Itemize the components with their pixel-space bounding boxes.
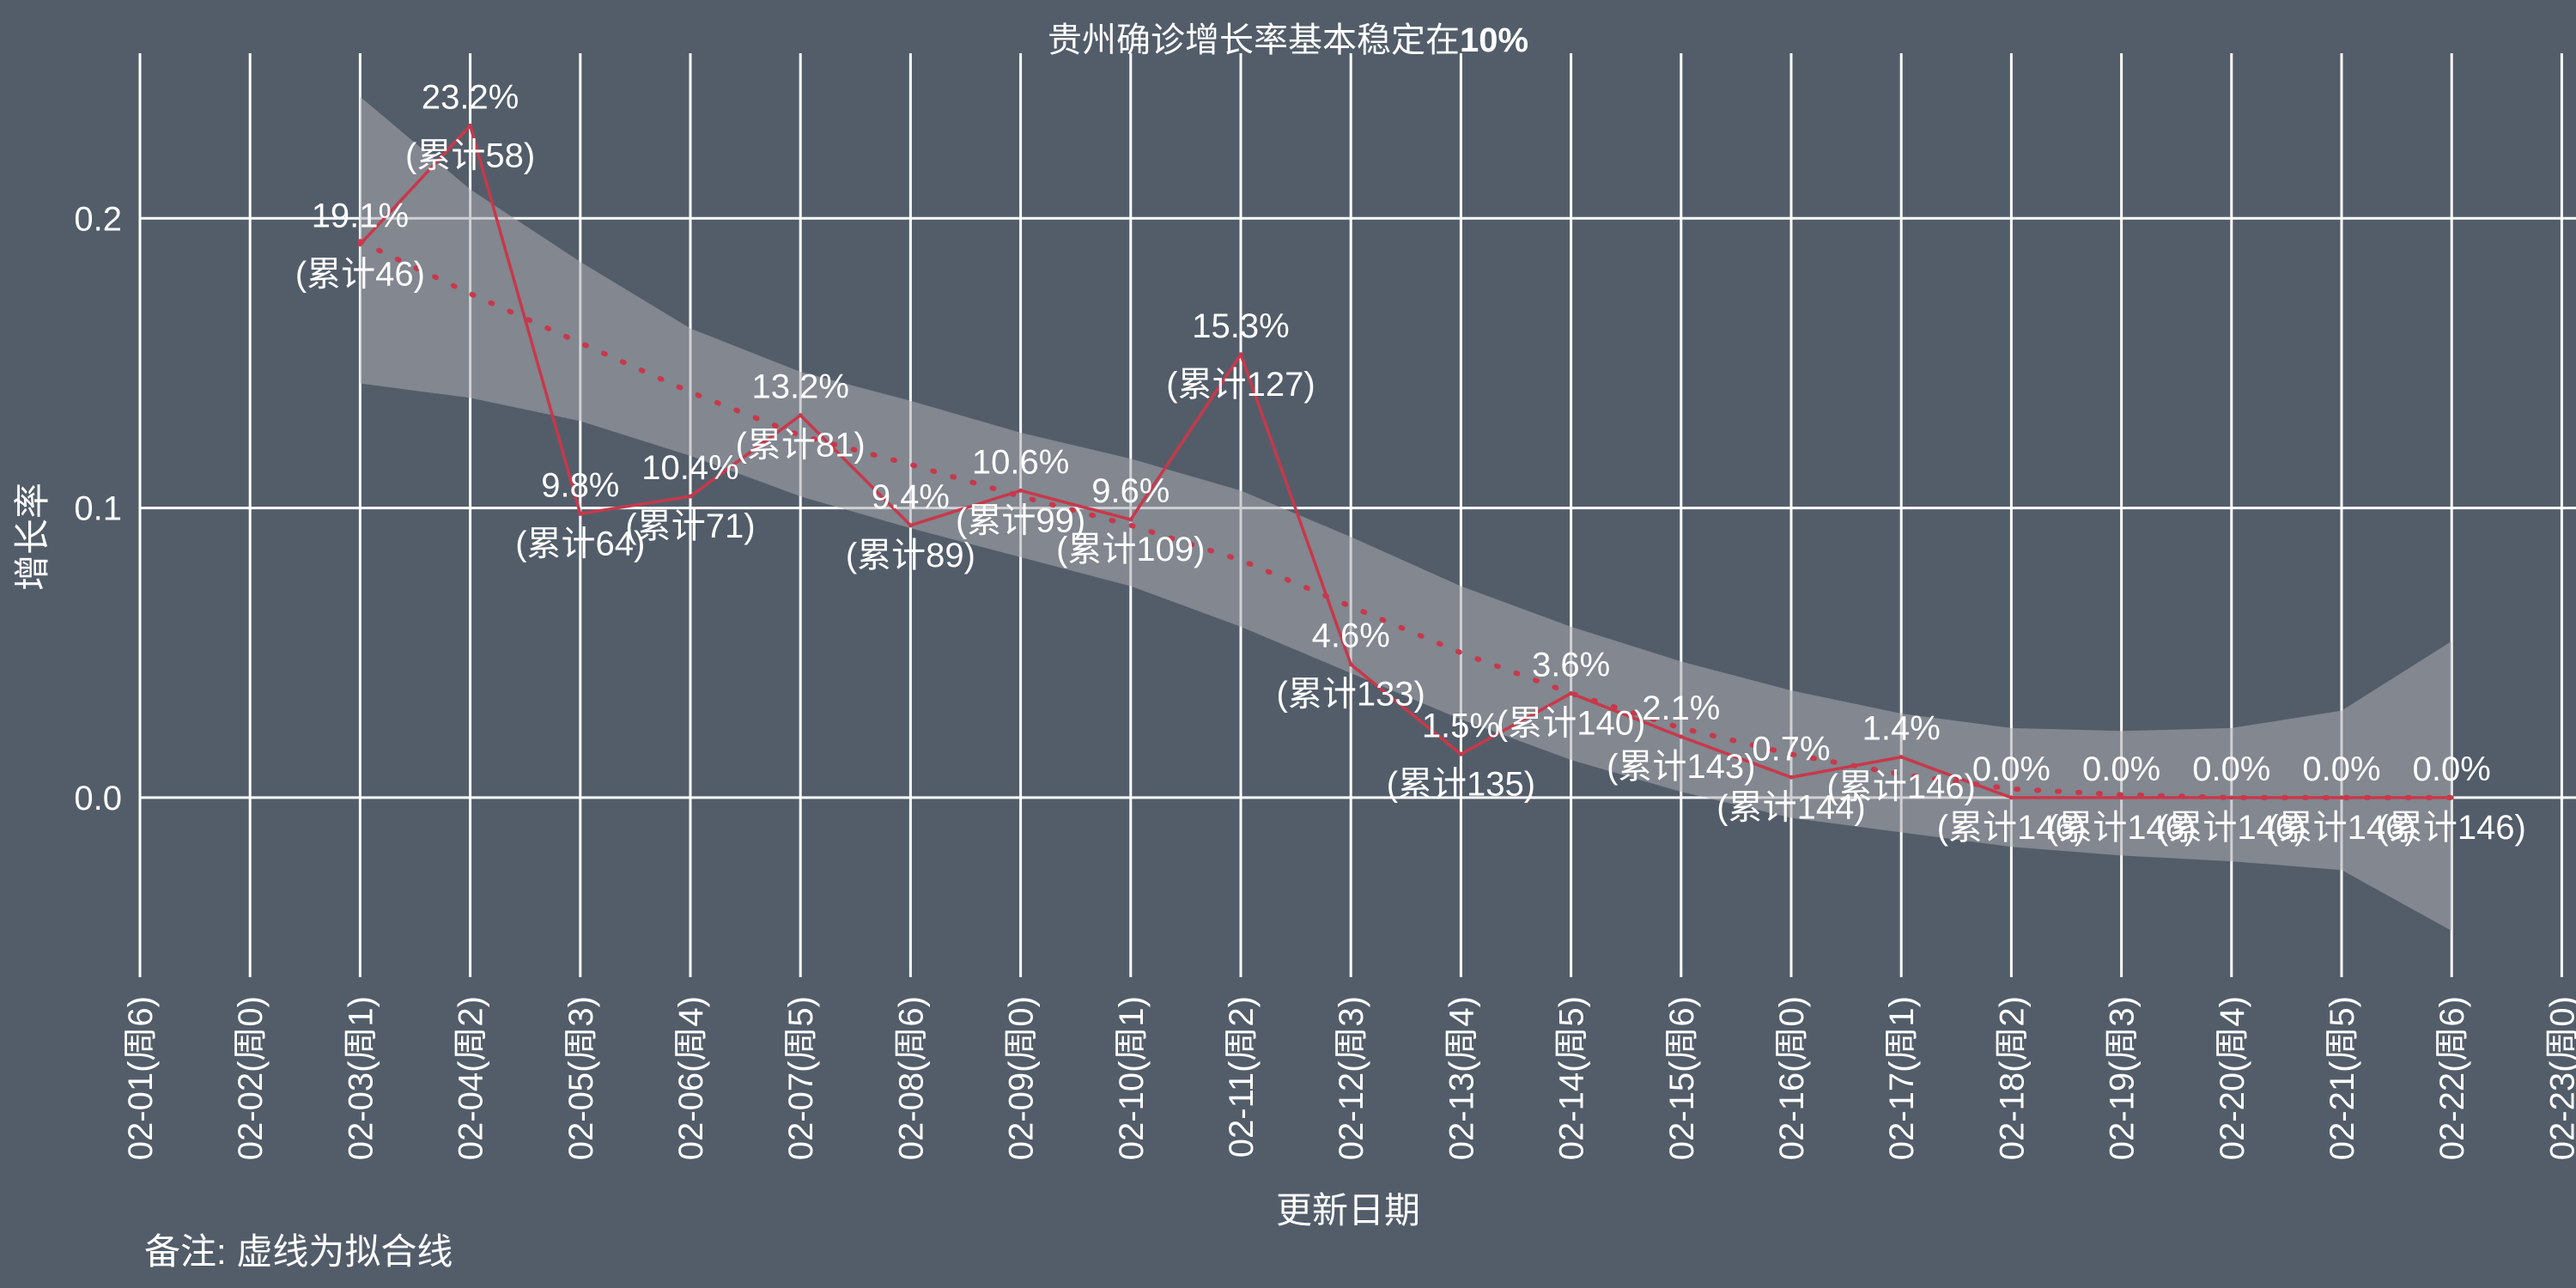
data-label-pct: 13.2% (751, 368, 848, 406)
data-point (908, 523, 913, 528)
data-line (359, 124, 2452, 799)
data-point (2449, 795, 2454, 800)
x-tick-label: 02-22(周6) (2433, 996, 2471, 1160)
chart-title-main: 贵州确诊增长率基本稳定在 (1048, 21, 1460, 59)
y-tick-label: 0.2 (74, 200, 122, 238)
x-tick-label: 02-05(周3) (562, 996, 600, 1160)
data-label-cum: (累计64) (515, 525, 645, 562)
data-line-layer (357, 123, 2454, 800)
x-tick-label: 02-21(周5) (2324, 996, 2361, 1160)
data-labels-layer: 19.1%(累计46)23.2%(累计58)9.8%(累计64)10.4%(累计… (295, 78, 2526, 847)
data-label-pct: 0.0% (1972, 750, 2050, 788)
data-label-cum: (累计135) (1387, 765, 1535, 803)
data-label-cum: (累计143) (1607, 748, 1755, 786)
x-tick-label: 02-04(周2) (453, 996, 490, 1160)
data-point (1679, 734, 1684, 739)
x-tick-label: 02-20(周4) (2214, 996, 2251, 1160)
data-label-cum: (累计144) (1716, 788, 1865, 826)
data-label-pct: 9.8% (541, 466, 619, 504)
data-label-cum: (累计127) (1166, 366, 1315, 404)
x-tick-label: 02-19(周3) (2104, 996, 2142, 1160)
y-tick-label: 0.0 (74, 780, 122, 817)
data-point (1789, 775, 1794, 780)
data-label-cum: (累计89) (846, 537, 975, 574)
data-label-pct: 2.1% (1642, 690, 1720, 727)
data-point (1238, 352, 1243, 357)
data-label-pct: 15.3% (1192, 307, 1289, 345)
x-tick-label: 02-08(周6) (892, 996, 930, 1160)
x-axis-label: 更新日期 (1276, 1190, 1420, 1230)
x-tick-label: 02-16(周0) (1773, 996, 1811, 1160)
data-label-cum: (累计146) (1937, 809, 2086, 847)
data-label-cum: (累计99) (956, 501, 1085, 539)
data-label-pct: 10.4% (641, 449, 738, 487)
x-tick-label: 02-09(周0) (1003, 996, 1041, 1160)
data-label-cum: (累计46) (295, 256, 425, 294)
x-tick-label: 02-01(周6) (122, 996, 160, 1160)
x-tick-label: 02-02(周0) (232, 996, 270, 1160)
data-label-pct: 23.2% (422, 78, 519, 116)
data-point (578, 511, 583, 516)
x-tick-label: 02-12(周3) (1333, 996, 1370, 1160)
data-label-cum: (累计146) (1827, 769, 1976, 806)
data-point (468, 123, 473, 128)
x-tick-label: 02-17(周1) (1883, 996, 1921, 1160)
chart-title: 贵州确诊增长率基本稳定在10% (1048, 21, 1528, 59)
y-tick-label: 0.1 (74, 490, 122, 528)
data-label-pct: 1.4% (1862, 710, 1941, 748)
confidence-band-layer (360, 96, 2452, 932)
x-tick-label: 02-18(周2) (1993, 996, 2031, 1160)
data-label-cum: (累计133) (1277, 676, 1425, 714)
data-point (688, 494, 693, 499)
confidence-band (360, 96, 2452, 932)
data-label-pct: 9.4% (872, 478, 950, 516)
data-label-pct: 0.7% (1752, 730, 1830, 768)
data-point (2229, 795, 2234, 800)
x-tick-label: 02-14(周5) (1553, 996, 1591, 1160)
data-label-pct: 4.6% (1312, 617, 1390, 655)
data-label-cum: (累计146) (2047, 809, 2196, 847)
x-tick-label: 02-06(周4) (672, 996, 710, 1160)
data-label-pct: 9.6% (1091, 472, 1170, 510)
data-label-pct: 1.5% (1422, 707, 1500, 744)
data-point (357, 242, 362, 247)
data-point (1348, 662, 1353, 667)
tick-labels-layer: 02-01(周6) 02-02(周0) 02-03(周1) 02-04(周2) 02-0… (74, 200, 2576, 1160)
data-label-cum: (累计71) (625, 507, 755, 545)
data-label-pct: 0.0% (2413, 750, 2491, 788)
data-label-cum: (累计146) (2157, 809, 2306, 847)
data-label-cum: (累计109) (1056, 531, 1205, 568)
data-label-pct: 0.0% (2192, 750, 2270, 788)
x-tick-label: 02-23(周0) (2543, 996, 2576, 1160)
x-tick-label: 02-07(周5) (782, 996, 820, 1160)
data-label-cum: (累计58) (405, 137, 535, 174)
data-point (1899, 755, 1904, 760)
y-axis-label: 增长率 (12, 483, 52, 591)
data-point (1569, 690, 1574, 696)
x-tick-label: 02-15(周6) (1663, 996, 1701, 1160)
data-label-pct: 3.6% (1532, 646, 1610, 683)
data-point (1018, 488, 1024, 493)
data-label-pct: 0.0% (2302, 750, 2380, 788)
data-point (1128, 517, 1133, 522)
data-point (2008, 795, 2014, 800)
footnote: 备注: 虚线为拟合线 (144, 1231, 453, 1272)
data-point (1458, 751, 1463, 756)
data-label-cum: (累计146) (2378, 809, 2526, 847)
x-tick-label: 02-11(周2) (1223, 996, 1261, 1157)
chart-title-bold: 10% (1460, 21, 1528, 59)
x-tick-label: 02-03(周1) (342, 996, 380, 1160)
data-label-pct: 10.6% (972, 443, 1069, 481)
data-label-cum: (累计81) (736, 427, 866, 465)
data-point (2339, 795, 2344, 800)
data-point (798, 413, 803, 418)
data-label-pct: 0.0% (2082, 750, 2160, 788)
data-point (2119, 795, 2124, 800)
x-tick-label: 02-10(周1) (1113, 996, 1151, 1160)
data-label-cum: (累计140) (1497, 704, 1645, 742)
data-label-pct: 19.1% (312, 197, 409, 235)
data-label-cum: (累计146) (2267, 809, 2415, 847)
x-tick-label: 02-13(周4) (1443, 996, 1480, 1160)
